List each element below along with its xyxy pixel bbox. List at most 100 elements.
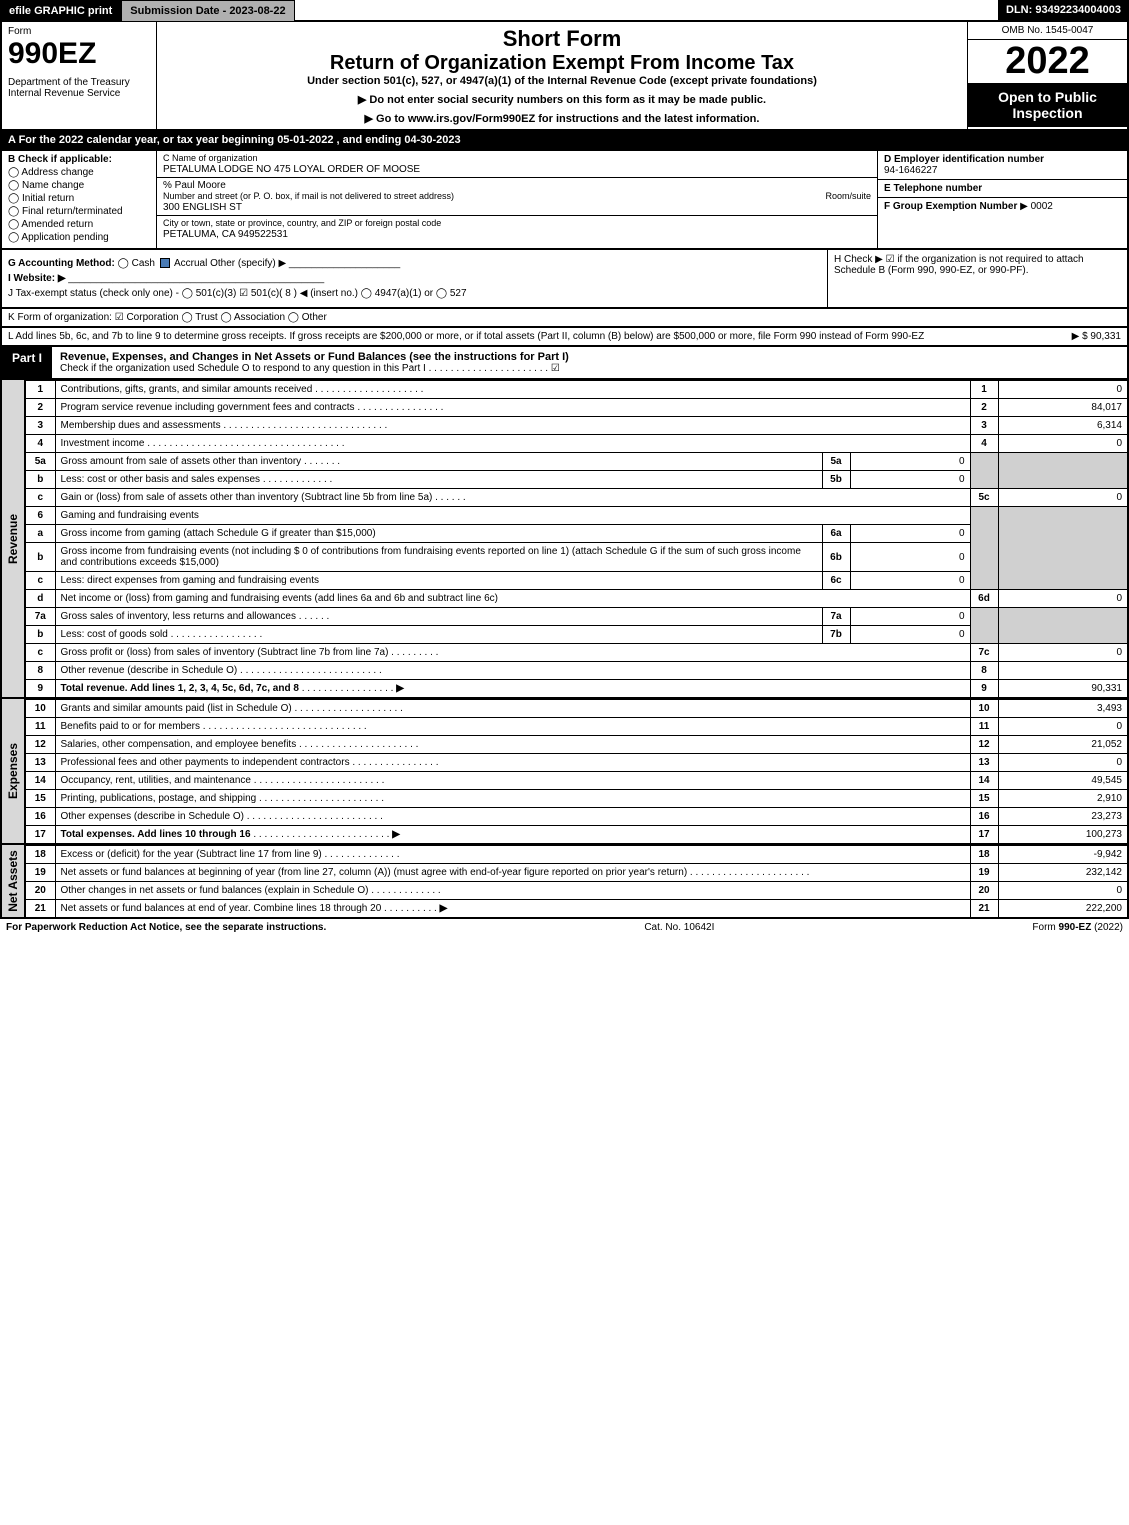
l13-n: 13 xyxy=(25,754,55,772)
col-c: C Name of organization PETALUMA LODGE NO… xyxy=(157,151,877,248)
l20-a: 0 xyxy=(998,882,1128,900)
l6c-sn: 6c xyxy=(822,572,850,590)
l19-ln: 19 xyxy=(970,864,998,882)
l21-ln: 21 xyxy=(970,900,998,919)
l3-d: Membership dues and assessments . . . . … xyxy=(55,417,970,435)
chk-final-return[interactable]: ◯ Final return/terminated xyxy=(8,206,150,217)
g-other[interactable]: Other (specify) ▶ xyxy=(210,258,286,269)
l5b-sn: 5b xyxy=(822,471,850,489)
l4-d: Investment income . . . . . . . . . . . … xyxy=(55,435,970,453)
l17-arrow-icon: ▶ xyxy=(392,829,400,840)
l4-n: 4 xyxy=(25,435,55,453)
group-exemption: ▶ 0002 xyxy=(1020,201,1053,212)
l5a-d: Gross amount from sale of assets other t… xyxy=(55,453,822,471)
l2-ln: 2 xyxy=(970,399,998,417)
l7c-ln: 7c xyxy=(970,644,998,662)
part1-check[interactable]: ☑ xyxy=(551,363,560,374)
g-accrual-check[interactable] xyxy=(160,258,170,268)
l7c-a: 0 xyxy=(998,644,1128,662)
col-def: D Employer identification number 94-1646… xyxy=(877,151,1127,248)
l20-n: 20 xyxy=(25,882,55,900)
l8-a xyxy=(998,662,1128,680)
efile-print-button[interactable]: efile GRAPHIC print xyxy=(0,0,121,22)
chk-application-pending-label: Application pending xyxy=(21,232,108,243)
l5c-ln: 5c xyxy=(970,489,998,507)
l21-d: Net assets or fund balances at end of ye… xyxy=(55,900,970,919)
l3-a: 6,314 xyxy=(998,417,1128,435)
l9-a: 90,331 xyxy=(998,680,1128,699)
l4-a: 0 xyxy=(998,435,1128,453)
l18-d: Excess or (deficit) for the year (Subtra… xyxy=(55,846,970,864)
l16-d: Other expenses (describe in Schedule O) … xyxy=(55,808,970,826)
l13-a: 0 xyxy=(998,754,1128,772)
chk-address-change-label: Address change xyxy=(21,167,93,178)
l7a-d: Gross sales of inventory, less returns a… xyxy=(55,608,822,626)
l8-n: 8 xyxy=(25,662,55,680)
l7-shade-a xyxy=(998,608,1128,644)
l7b-sn: 7b xyxy=(822,626,850,644)
l7a-n: 7a xyxy=(25,608,55,626)
chk-name-change[interactable]: ◯ Name change xyxy=(8,180,150,191)
chk-initial-return[interactable]: ◯ Initial return xyxy=(8,193,150,204)
l7b-sv: 0 xyxy=(850,626,970,644)
l17-n: 17 xyxy=(25,826,55,845)
l7c-d: Gross profit or (loss) from sales of inv… xyxy=(55,644,970,662)
l1-d: Contributions, gifts, grants, and simila… xyxy=(55,381,970,399)
g-cash[interactable]: Cash xyxy=(132,258,155,269)
l7a-sv: 0 xyxy=(850,608,970,626)
l12-n: 12 xyxy=(25,736,55,754)
l9-ln: 9 xyxy=(970,680,998,699)
l17-ln: 17 xyxy=(970,826,998,845)
l9-d: Total revenue. Add lines 1, 2, 3, 4, 5c,… xyxy=(55,680,970,699)
l16-n: 16 xyxy=(25,808,55,826)
l11-a: 0 xyxy=(998,718,1128,736)
l7b-d: Less: cost of goods sold . . . . . . . .… xyxy=(55,626,822,644)
l20-ln: 20 xyxy=(970,882,998,900)
street-label: Number and street (or P. O. box, if mail… xyxy=(163,191,454,201)
header-mid: Short Form Return of Organization Exempt… xyxy=(157,22,967,129)
chk-address-change[interactable]: ◯ Address change xyxy=(8,167,150,178)
l6d-n: d xyxy=(25,590,55,608)
city-label: City or town, state or province, country… xyxy=(163,218,441,228)
col-b: B Check if applicable: ◯ Address change … xyxy=(2,151,157,248)
l5b-d: Less: cost or other basis and sales expe… xyxy=(55,471,822,489)
topbar: efile GRAPHIC print Submission Date - 20… xyxy=(0,0,1129,22)
l20-d: Other changes in net assets or fund bala… xyxy=(55,882,970,900)
part1-tag: Part I xyxy=(2,347,52,378)
chk-amended-return[interactable]: ◯ Amended return xyxy=(8,219,150,230)
city-state-zip: PETALUMA, CA 949522531 xyxy=(163,229,288,240)
d-label: D Employer identification number xyxy=(884,154,1044,165)
title-under-section: Under section 501(c), 527, or 4947(a)(1)… xyxy=(165,75,959,87)
expenses-tab: Expenses xyxy=(0,699,24,845)
l1-n: 1 xyxy=(25,381,55,399)
l6b-sn: 6b xyxy=(822,543,850,572)
street-address: 300 ENGLISH ST xyxy=(163,202,242,213)
omb-number: OMB No. 1545-0047 xyxy=(968,22,1127,40)
l16-a: 23,273 xyxy=(998,808,1128,826)
l10-ln: 10 xyxy=(970,700,998,718)
chk-application-pending[interactable]: ◯ Application pending xyxy=(8,232,150,243)
l6-shade xyxy=(970,507,998,590)
l2-d: Program service revenue including govern… xyxy=(55,399,970,417)
expenses-table: 10Grants and similar amounts paid (list … xyxy=(24,699,1129,845)
title-goto-link[interactable]: ▶ Go to www.irs.gov/Form990EZ for instru… xyxy=(165,112,959,125)
l9-n: 9 xyxy=(25,680,55,699)
k-line: K Form of organization: ☑ Corporation ◯ … xyxy=(0,309,1129,328)
dept-label: Department of the Treasury Internal Reve… xyxy=(8,77,150,99)
i-line: I Website: ▶ ___________________________… xyxy=(8,273,821,284)
part1-header: Part I Revenue, Expenses, and Changes in… xyxy=(0,347,1129,380)
netassets-section: Net Assets 18Excess or (deficit) for the… xyxy=(0,845,1129,919)
footer-left: For Paperwork Reduction Act Notice, see … xyxy=(6,922,326,933)
j-line: J Tax-exempt status (check only one) - ◯… xyxy=(8,288,821,299)
i-label: I Website: ▶ xyxy=(8,273,66,284)
l6a-sv: 0 xyxy=(850,525,970,543)
footer: For Paperwork Reduction Act Notice, see … xyxy=(0,919,1129,936)
section-bcdef: B Check if applicable: ◯ Address change … xyxy=(0,151,1129,250)
form-number: 990EZ xyxy=(8,37,150,71)
l10-d: Grants and similar amounts paid (list in… xyxy=(55,700,970,718)
l1-a: 0 xyxy=(998,381,1128,399)
room-label: Room/suite xyxy=(825,191,871,201)
row-a-tax-year: A For the 2022 calendar year, or tax yea… xyxy=(0,131,1129,151)
l21-arrow-icon: ▶ xyxy=(440,903,448,914)
open-to-public: Open to Public Inspection xyxy=(968,83,1127,127)
